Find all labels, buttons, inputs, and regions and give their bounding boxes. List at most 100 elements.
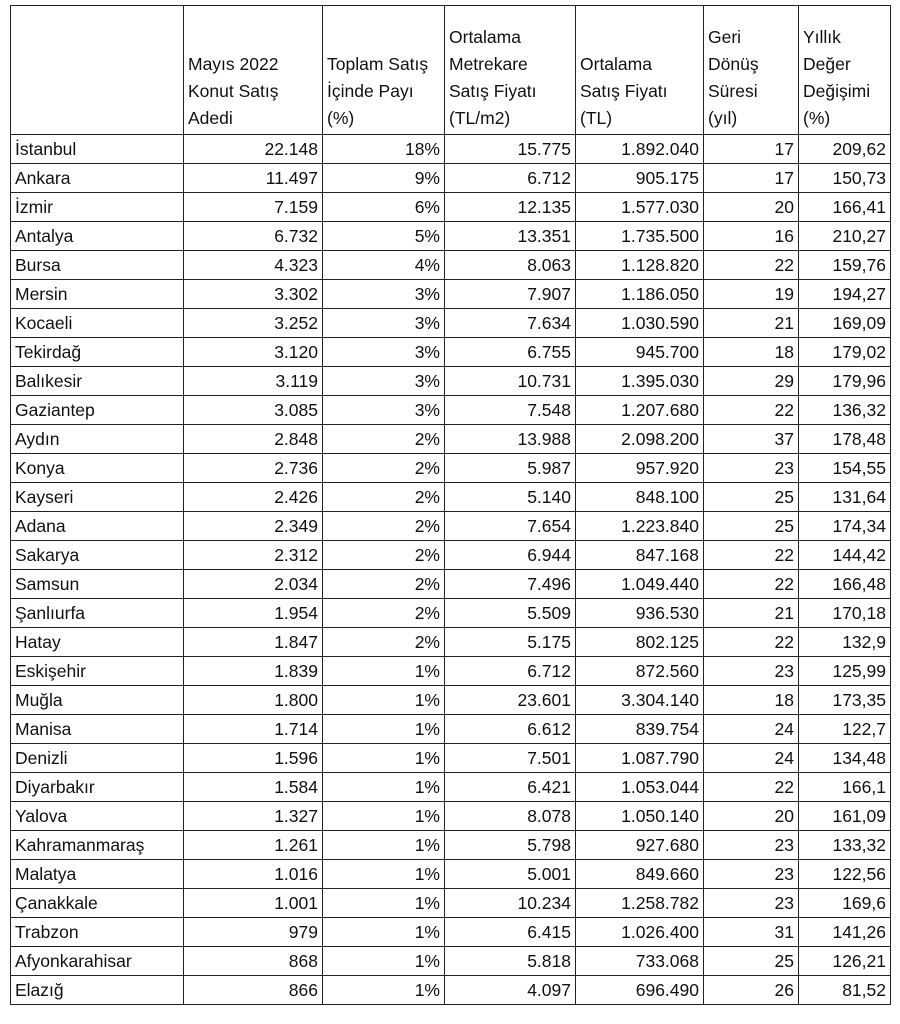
cell: 166,41 <box>798 192 891 222</box>
cell: 1% <box>322 656 445 686</box>
table-row: Eskişehir 1.839 1% 6.712 872.560 23 125,99 <box>10 656 891 686</box>
cell: 7.159 <box>183 192 323 222</box>
header-line: Dönüş <box>708 54 759 74</box>
cell: 1.954 <box>183 598 323 628</box>
cell: 154,55 <box>798 453 891 483</box>
cell: 5.175 <box>444 627 576 657</box>
cell: 144,42 <box>798 540 891 570</box>
cell: 1% <box>322 859 445 889</box>
row-label: Eskişehir <box>10 656 184 686</box>
cell: 133,32 <box>798 830 891 860</box>
cell: 4.097 <box>444 975 576 1005</box>
cell: 7.501 <box>444 743 576 773</box>
cell: 179,96 <box>798 366 891 396</box>
table-row: Afyonkarahisar 868 1% 5.818 733.068 25 126,21 <box>10 946 891 976</box>
cell: 13.351 <box>444 221 576 251</box>
cell: 802.125 <box>575 627 704 657</box>
cell: 945.700 <box>575 337 704 367</box>
cell: 18 <box>703 337 799 367</box>
cell: 3.304.140 <box>575 685 704 715</box>
cell: 3% <box>322 279 445 309</box>
cell: 7.548 <box>444 395 576 425</box>
row-label: Kayseri <box>10 482 184 512</box>
row-label: Şanlıurfa <box>10 598 184 628</box>
table-row: Adana 2.349 2% 7.654 1.223.840 25 174,34 <box>10 511 891 541</box>
cell: 10.731 <box>444 366 576 396</box>
table-row: Çanakkale 1.001 1% 10.234 1.258.782 23 169,6 <box>10 888 891 918</box>
header-cell: Geri Dönüş Süresi (yıl) <box>703 5 799 135</box>
table-row: Kocaeli 3.252 3% 7.634 1.030.590 21 169,09 <box>10 308 891 338</box>
header-line: Metrekare <box>449 54 528 74</box>
cell: 22 <box>703 569 799 599</box>
row-label: Denizli <box>10 743 184 773</box>
cell: 5.001 <box>444 859 576 889</box>
row-label: Balıkesir <box>10 366 184 396</box>
cell: 122,7 <box>798 714 891 744</box>
cell: 159,76 <box>798 250 891 280</box>
cell: 5% <box>322 221 445 251</box>
cell: 13.988 <box>444 424 576 454</box>
table-row: Hatay 1.847 2% 5.175 802.125 22 132,9 <box>10 627 891 657</box>
cell: 23 <box>703 830 799 860</box>
cell: 209,62 <box>798 134 891 164</box>
cell: 1.186.050 <box>575 279 704 309</box>
cell: 979 <box>183 917 323 947</box>
table-row: Kayseri 2.426 2% 5.140 848.100 25 131,64 <box>10 482 891 512</box>
cell: 7.634 <box>444 308 576 338</box>
cell: 31 <box>703 917 799 947</box>
cell: 25 <box>703 946 799 976</box>
row-label: Ankara <box>10 163 184 193</box>
table-row: Diyarbakır 1.584 1% 6.421 1.053.044 22 166,1 <box>10 772 891 802</box>
cell: 22.148 <box>183 134 323 164</box>
cell: 696.490 <box>575 975 704 1005</box>
cell: 132,9 <box>798 627 891 657</box>
header-row: Mayıs 2022 Konut Satış Adedi Toplam Satış İç… <box>10 5 891 135</box>
table-row: Yalova 1.327 1% 8.078 1.050.140 20 161,09 <box>10 801 891 831</box>
cell: 733.068 <box>575 946 704 976</box>
row-label: Konya <box>10 453 184 483</box>
cell: 23 <box>703 888 799 918</box>
cell: 15.775 <box>444 134 576 164</box>
cell: 2% <box>322 453 445 483</box>
cell: 927.680 <box>575 830 704 860</box>
cell: 1.049.440 <box>575 569 704 599</box>
table-body: İstanbul 22.148 18% 15.775 1.892.040 17 209,62… <box>10 134 891 1005</box>
cell: 6.755 <box>444 337 576 367</box>
cell: 4% <box>322 250 445 280</box>
cell: 1.596 <box>183 743 323 773</box>
cell: 24 <box>703 743 799 773</box>
row-label: İzmir <box>10 192 184 222</box>
cell: 3.120 <box>183 337 323 367</box>
cell: 22 <box>703 395 799 425</box>
cell: 3.119 <box>183 366 323 396</box>
cell: 8.063 <box>444 250 576 280</box>
cell: 1.050.140 <box>575 801 704 831</box>
cell: 866 <box>183 975 323 1005</box>
header-line: Değer <box>803 54 851 74</box>
cell: 18 <box>703 685 799 715</box>
cell: 1.001 <box>183 888 323 918</box>
cell: 12.135 <box>444 192 576 222</box>
header-line: Adedi <box>188 108 233 128</box>
table-row: Antalya 6.732 5% 13.351 1.735.500 16 210,27 <box>10 221 891 251</box>
table-row: Mersin 3.302 3% 7.907 1.186.050 19 194,27 <box>10 279 891 309</box>
cell: 3.302 <box>183 279 323 309</box>
cell: 25 <box>703 482 799 512</box>
header-line: (TL/m2) <box>449 108 511 128</box>
cell: 174,34 <box>798 511 891 541</box>
cell: 1.327 <box>183 801 323 831</box>
cell: 81,52 <box>798 975 891 1005</box>
cell: 166,1 <box>798 772 891 802</box>
cell: 2.848 <box>183 424 323 454</box>
cell: 26 <box>703 975 799 1005</box>
cell: 5.987 <box>444 453 576 483</box>
cell: 5.818 <box>444 946 576 976</box>
table-row: Ankara 11.497 9% 6.712 905.175 17 150,73 <box>10 163 891 193</box>
cell: 6.415 <box>444 917 576 947</box>
table-row: Bursa 4.323 4% 8.063 1.128.820 22 159,76 <box>10 250 891 280</box>
cell: 126,21 <box>798 946 891 976</box>
cell: 122,56 <box>798 859 891 889</box>
cell: 2% <box>322 424 445 454</box>
table-row: Balıkesir 3.119 3% 10.731 1.395.030 29 179,96 <box>10 366 891 396</box>
row-label: Yalova <box>10 801 184 831</box>
